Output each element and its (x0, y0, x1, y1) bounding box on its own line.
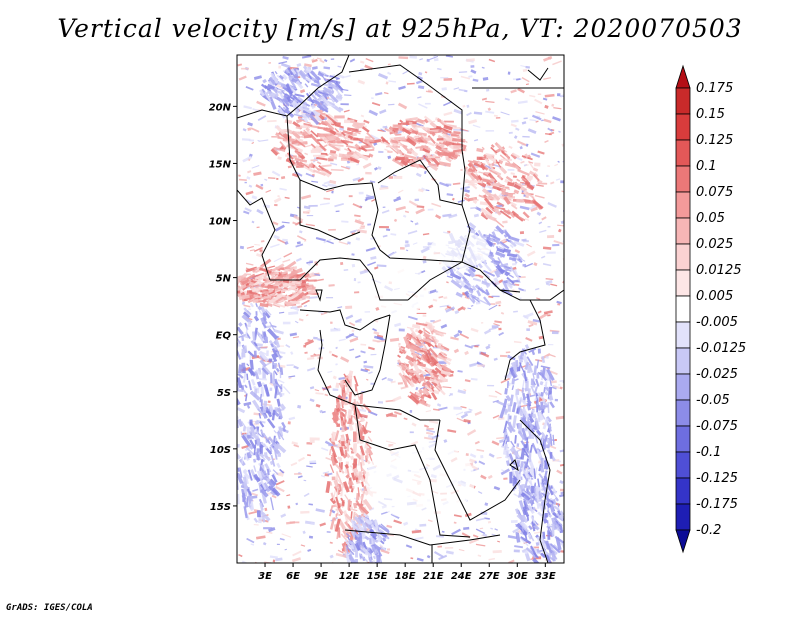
colorbar-box (675, 87, 691, 115)
colorbar-box (675, 243, 691, 271)
lat-tick-label: EQ (216, 331, 232, 342)
lat-tick-label: 5N (216, 274, 232, 285)
boundary-line (407, 261, 521, 301)
lon-tick-label: 3E (258, 571, 272, 582)
colorbar: 0.175 0.15 0.125 0.1 0.075 0.05 0.025 0.0125 0.0… (675, 64, 746, 554)
lon-tick-label: 27E (479, 571, 500, 582)
lon-tick-label: 21E (423, 571, 444, 582)
boundary-line (286, 115, 379, 211)
colorbar-box (675, 425, 691, 453)
lat-tick-label: 10N (209, 217, 232, 228)
colorbar-top-arrow (675, 64, 691, 89)
colorbar-box (675, 321, 691, 349)
lon-tick-label: 9E (314, 571, 328, 582)
lat-tick-label: 15S (210, 502, 231, 513)
colorbar-level-label: -0.005 (696, 315, 738, 330)
colorbar-level-label: -0.2 (696, 523, 721, 538)
colorbar-box (675, 165, 691, 193)
boundary-line (270, 257, 408, 301)
lon-tick-label: 30E (507, 571, 528, 582)
boundary-line (434, 419, 521, 521)
boundary-line (527, 67, 549, 81)
colorbar-level-label: 0.15 (696, 107, 725, 122)
boundary-line (299, 309, 391, 331)
colorbar-box (675, 347, 691, 375)
boundary-line (499, 289, 564, 301)
colorbar-level-label: 0.1 (696, 159, 717, 174)
lat-tick-label: 10S (210, 445, 231, 456)
boundary-line (509, 459, 519, 472)
colorbar-level-label: 0.125 (696, 133, 733, 148)
plot-title: Vertical velocity [m/s] at 925hPa, VT: 2… (57, 14, 743, 43)
boundary-line (237, 55, 350, 119)
colorbar-box (675, 503, 691, 531)
lat-tick-label: 5S (217, 388, 231, 399)
map-frame (236, 54, 565, 564)
boundary-line (317, 329, 440, 421)
boundary-line (344, 314, 391, 396)
colorbar-level-label: -0.0125 (696, 341, 746, 356)
colorbar-level-label: 0.025 (696, 237, 733, 252)
colorbar-box (675, 451, 691, 479)
lat-tick-label: 15N (209, 159, 232, 170)
boundary-line (237, 189, 276, 281)
boundary-line (504, 299, 546, 381)
longitude-axis: 3E 6E 9E 12E 15E 18E 21E 24E 27E 30E 33E (258, 563, 556, 582)
colorbar-box (675, 217, 691, 245)
boundary-line (519, 419, 551, 563)
lon-tick-label: 15E (367, 571, 388, 582)
boundary-line (371, 204, 471, 263)
lat-tick-label: 20N (209, 102, 232, 113)
colorbar-box (675, 191, 691, 219)
lon-tick-label: 24E (451, 571, 472, 582)
lon-tick-label: 6E (286, 571, 300, 582)
colorbar-level-label: -0.1 (696, 445, 721, 460)
lon-tick-label: 33E (535, 571, 556, 582)
boundary-line (354, 404, 471, 538)
colorbar-level-label: -0.05 (696, 393, 730, 408)
colorbar-level-label: 0.005 (696, 289, 733, 304)
colorbar-box (675, 269, 691, 297)
boundary-line (344, 529, 501, 546)
colorbar-level-label: 0.175 (696, 81, 733, 96)
velocity-field (237, 55, 564, 563)
colorbar-box (675, 295, 691, 323)
colorbar-bottom-arrow (675, 529, 691, 554)
colorbar-level-label: -0.175 (696, 497, 738, 512)
grads-credit: GrADS: IGES/COLA (6, 603, 93, 613)
latitude-axis: 20N 15N 10N 5N EQ 5S 10S 15S (209, 102, 237, 513)
colorbar-level-label: 0.05 (696, 211, 725, 226)
lon-tick-label: 18E (395, 571, 416, 582)
boundary-line (348, 64, 466, 171)
colorbar-level-label: -0.075 (696, 419, 738, 434)
colorbar-box (675, 399, 691, 427)
colorbar-level-label: 0.075 (696, 185, 733, 200)
colorbar-box (675, 113, 691, 141)
colorbar-level-label: 0.0125 (696, 263, 742, 278)
boundary-line (299, 180, 361, 241)
boundary-line (315, 289, 323, 302)
colorbar-level-label: -0.025 (696, 367, 738, 382)
colorbar-box (675, 373, 691, 401)
country-boundaries (237, 55, 564, 563)
colorbar-box (675, 477, 691, 505)
colorbar-box (675, 139, 691, 167)
colorbar-level-label: -0.125 (696, 471, 738, 486)
lon-tick-label: 12E (339, 571, 360, 582)
